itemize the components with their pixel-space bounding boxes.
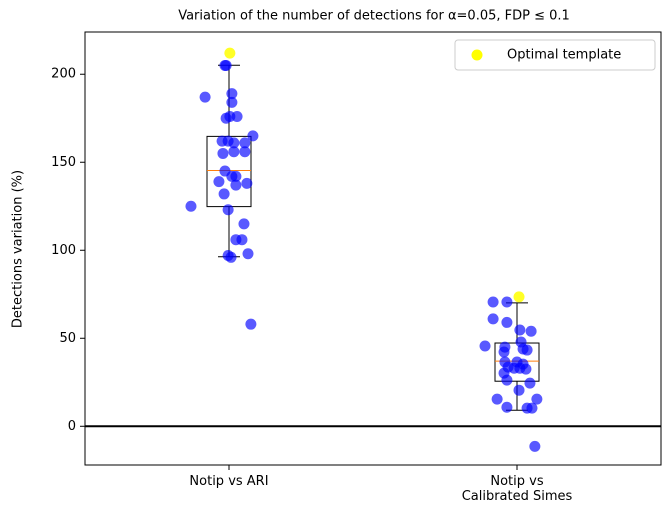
y-tick-label: 0 <box>68 419 76 434</box>
point <box>218 188 230 200</box>
legend-marker <box>471 49 483 61</box>
y-tick-label: 100 <box>51 243 76 258</box>
point <box>239 146 251 158</box>
point <box>236 234 248 246</box>
point <box>220 59 232 71</box>
y-tick-label: 50 <box>59 331 76 346</box>
point <box>525 325 537 337</box>
point <box>241 177 253 189</box>
point <box>526 402 538 414</box>
point <box>501 316 513 328</box>
point <box>479 340 491 352</box>
point <box>226 88 238 100</box>
point <box>228 137 240 149</box>
point <box>245 318 257 330</box>
point <box>514 324 526 336</box>
plot-frame <box>84 31 662 466</box>
optimal-point <box>224 47 236 59</box>
point <box>501 401 513 413</box>
point <box>242 248 254 260</box>
point <box>185 200 197 212</box>
y-axis-label: Detections variation (%) <box>11 170 26 328</box>
point <box>217 147 229 159</box>
point <box>501 374 513 386</box>
point <box>231 110 243 122</box>
x-tick-label: Notip vs ARI <box>189 474 269 489</box>
point <box>228 146 240 158</box>
point <box>529 440 541 452</box>
point <box>222 204 234 216</box>
point <box>513 384 525 396</box>
y-tick-label: 150 <box>51 155 76 170</box>
point <box>520 363 532 375</box>
point <box>225 251 237 263</box>
point <box>226 96 238 108</box>
optimal-point <box>513 291 525 303</box>
point <box>491 393 503 405</box>
point <box>230 179 242 191</box>
point <box>524 377 536 389</box>
point <box>487 313 499 325</box>
point <box>239 137 251 149</box>
chart-title: Variation of the number of detections fo… <box>178 9 570 24</box>
x-tick-label: Notip vs Calibrated Simes <box>461 474 573 504</box>
point <box>238 218 250 230</box>
y-tick-label: 200 <box>51 67 76 82</box>
legend-box <box>454 39 656 71</box>
point <box>199 91 211 103</box>
point <box>230 170 242 182</box>
point <box>531 393 543 405</box>
legend-label: Optimal template <box>507 48 621 63</box>
point <box>213 176 225 188</box>
point <box>501 296 513 308</box>
point <box>521 344 533 356</box>
point <box>487 296 499 308</box>
point <box>247 130 259 142</box>
point <box>498 346 510 358</box>
